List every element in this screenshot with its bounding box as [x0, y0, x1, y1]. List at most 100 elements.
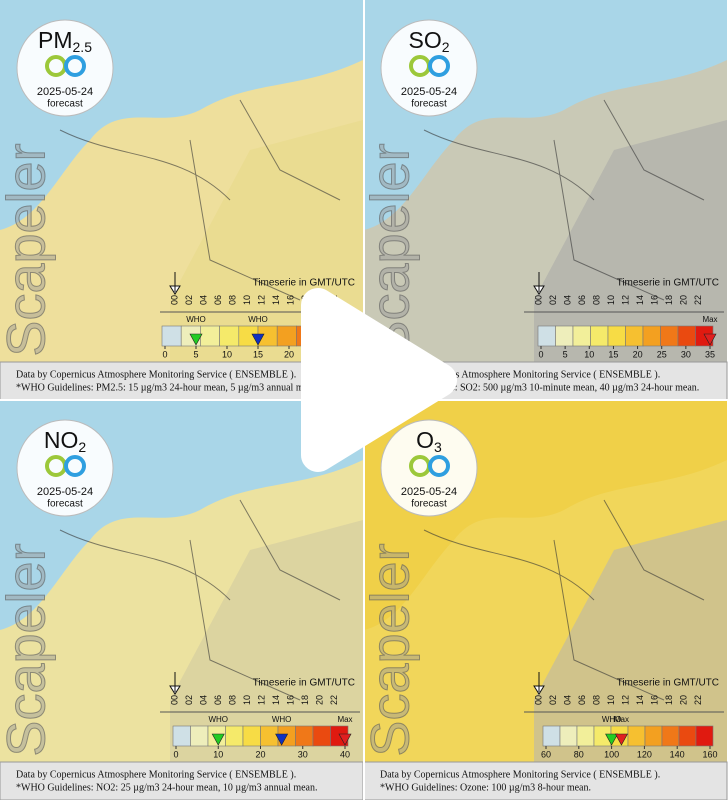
hour-label: 02: [548, 695, 558, 705]
hour-label: 20: [678, 295, 688, 305]
scale-tick-label: 5: [193, 349, 198, 359]
scale-tick-label: 30: [681, 349, 691, 359]
scale-tick-label: 5: [563, 349, 568, 359]
timeserie-label: Timeserie in GMT/UTC: [253, 278, 355, 289]
marker-label: Max: [337, 715, 352, 724]
hour-label: 08: [591, 695, 601, 705]
hour-label: 22: [693, 695, 703, 705]
scale-tick-label: 35: [705, 349, 715, 359]
scale-tick-label: 20: [633, 349, 643, 359]
now-arrow: [169, 272, 181, 295]
logo-ring: [428, 55, 450, 77]
hour-label: 00: [533, 695, 543, 705]
hour-label: 12: [620, 295, 630, 305]
scale-cell: [555, 325, 574, 347]
scale-cell: [200, 325, 220, 347]
timeserie-label: Timeserie in GMT/UTC: [617, 278, 719, 289]
now-arrow: [169, 672, 181, 695]
forecast-label: forecast: [47, 99, 83, 110]
marker-label: WHO: [602, 715, 622, 724]
hour-label: 20: [314, 695, 324, 705]
hour-label: 10: [242, 695, 252, 705]
credit: Data by Copernicus Atmosphere Monitoring…: [380, 369, 660, 380]
scale-cell: [260, 725, 279, 747]
scale-tick-label: 60: [541, 749, 551, 759]
scale-cell: [576, 725, 595, 747]
scale-cell: [607, 325, 626, 347]
scale-tick-label: 40: [340, 749, 350, 759]
hour-label: 18: [300, 695, 310, 705]
scale-marker: [275, 733, 289, 746]
pollutant-title: PM2.5: [38, 27, 92, 55]
scale-cell: [642, 325, 661, 347]
scale-cell: [660, 325, 679, 347]
scale-marker: [614, 733, 628, 746]
forecast-date: 2025-05-24: [401, 86, 457, 98]
forecast-label: forecast: [411, 499, 447, 510]
pollutant-sub: 2: [442, 39, 450, 55]
map-border: [59, 99, 341, 301]
now-arrow: [533, 272, 545, 295]
hour-label: 00: [169, 295, 179, 305]
hour-label: 18: [664, 695, 674, 705]
scale-cell: [695, 725, 714, 747]
hour-label: 08: [227, 695, 237, 705]
hour-label: 22: [693, 295, 703, 305]
footer: [0, 761, 364, 801]
pollutant-base: PM: [38, 27, 73, 53]
scale-tick-label: 10: [213, 749, 223, 759]
hour-label: 12: [620, 695, 630, 705]
who-guideline: *WHO Guidelines: NO2: 25 µg/m3 24-hour m…: [16, 782, 317, 793]
hour-label: 00: [169, 695, 179, 705]
pollutant-base: SO: [408, 27, 441, 53]
hour-label: 12: [256, 295, 266, 305]
now-arrow: [533, 672, 545, 695]
scale-tick-label: 25: [657, 349, 667, 359]
scale-tick-label: 10: [222, 349, 232, 359]
hour-label: 04: [562, 695, 572, 705]
who-guideline: *WHO Guidelines: SO2: 500 µg/m3 10-minut…: [380, 382, 699, 393]
forecast-date: 2025-05-24: [37, 486, 93, 498]
scale-marker: [251, 333, 265, 346]
hour-label: 10: [242, 295, 252, 305]
scale-cell: [161, 325, 182, 347]
scale-cell: [295, 725, 314, 747]
scale-marker: [338, 733, 352, 746]
forecast-label: forecast: [411, 99, 447, 110]
scale-tick-label: 0: [162, 349, 167, 359]
scale-tick-label: 30: [298, 749, 308, 759]
scale-tick-label: 0: [538, 349, 543, 359]
scale-cell: [542, 725, 561, 747]
hour-label: 18: [664, 295, 674, 305]
scale-cell: [661, 725, 680, 747]
hour-label: 16: [649, 695, 659, 705]
play-button[interactable]: [301, 288, 457, 472]
scale-cell: [625, 325, 644, 347]
watermark: Scapeler: [0, 143, 56, 356]
hour-label: 14: [271, 295, 281, 305]
pollutant-sub: 3: [434, 439, 442, 455]
scale-tick-label: 160: [702, 749, 717, 759]
credit: Data by Copernicus Atmosphere Monitoring…: [16, 369, 296, 380]
pollutant-base: O: [416, 427, 434, 453]
hour-label: 00: [533, 295, 543, 305]
scale-tick-label: 0: [173, 749, 178, 759]
pollutant-title: SO2: [408, 27, 449, 55]
hour-label: 06: [577, 295, 587, 305]
pollutant-sub: 2.5: [73, 39, 93, 55]
logo-ring: [64, 455, 86, 477]
map-border: [423, 499, 705, 701]
logo-ring: [428, 455, 450, 477]
marker-label: WHO: [272, 715, 292, 724]
credit: Data by Copernicus Atmosphere Monitoring…: [380, 769, 660, 780]
scale-tick-label: 20: [255, 749, 265, 759]
hour-label: 04: [562, 295, 572, 305]
marker-label: WHO: [186, 315, 206, 324]
scale-tick-label: 100: [604, 749, 619, 759]
hour-label: 08: [227, 295, 237, 305]
scale-marker: [703, 333, 717, 346]
scale-cell: [590, 325, 609, 347]
hour-label: 06: [213, 695, 223, 705]
